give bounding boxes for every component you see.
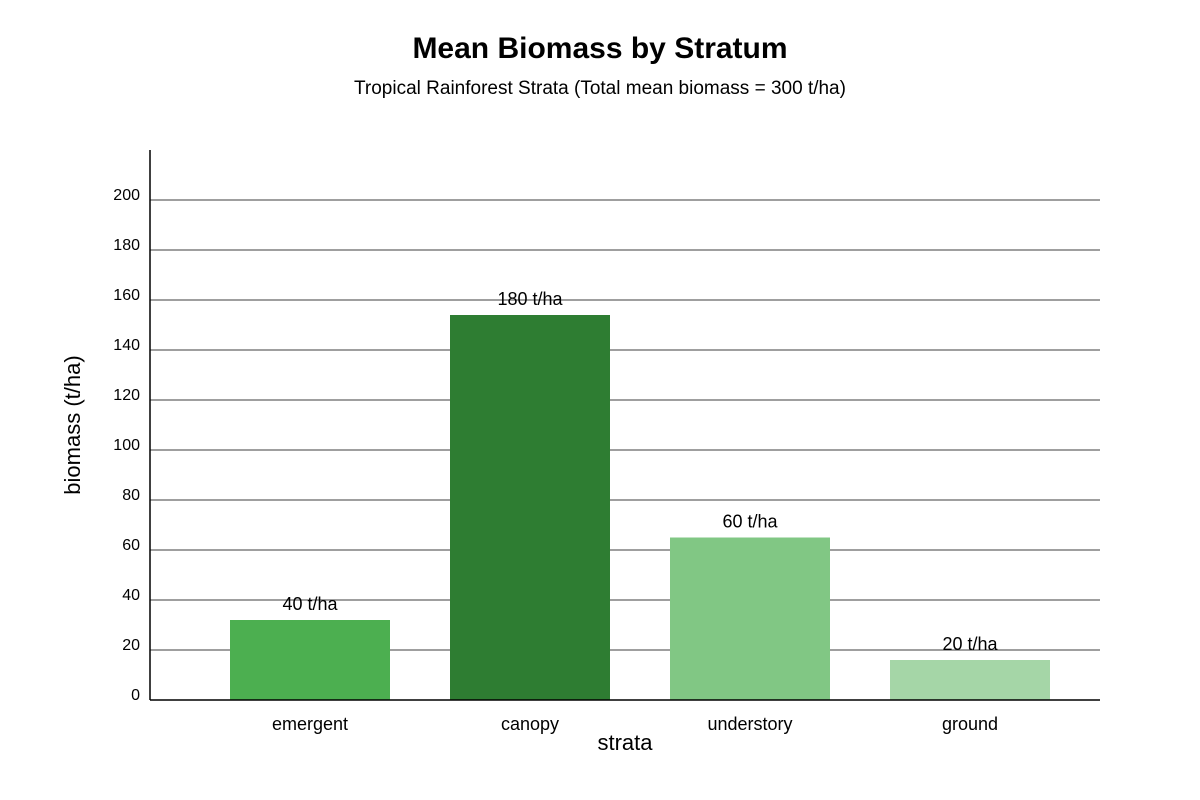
y-tick-label: 100 bbox=[113, 437, 140, 454]
bar-ground bbox=[890, 660, 1050, 700]
bar-understory bbox=[670, 537, 830, 700]
y-tick-label: 180 bbox=[113, 237, 140, 254]
chart-subtitle: Tropical Rainforest Strata (Total mean b… bbox=[354, 78, 846, 99]
y-tick-label: 120 bbox=[113, 387, 140, 404]
gridlines bbox=[150, 199, 1100, 651]
bar-value-labels: 40 t/ha 180 t/ha 60 t/ha 20 t/ha bbox=[282, 289, 998, 654]
y-tick-labels: 0 20 40 60 80 100 120 140 160 180 200 bbox=[113, 187, 140, 704]
bar-value-label: 180 t/ha bbox=[497, 289, 563, 309]
x-tick-label: ground bbox=[942, 714, 998, 734]
y-tick-label: 160 bbox=[113, 287, 140, 304]
y-tick-label: 0 bbox=[131, 687, 140, 704]
y-tick-label: 200 bbox=[113, 187, 140, 204]
bar-canopy bbox=[450, 315, 610, 700]
bars bbox=[230, 315, 1050, 700]
y-axis-label: biomass (t/ha) bbox=[60, 355, 85, 494]
y-tick-label: 20 bbox=[122, 637, 140, 654]
chart-title: Mean Biomass by Stratum bbox=[412, 32, 788, 65]
y-tick-label: 60 bbox=[122, 537, 140, 554]
bar-value-label: 60 t/ha bbox=[722, 512, 778, 532]
y-tick-label: 80 bbox=[122, 487, 140, 504]
bar-emergent bbox=[230, 620, 390, 700]
bar-value-label: 40 t/ha bbox=[282, 594, 338, 614]
y-tick-label: 140 bbox=[113, 337, 140, 354]
bar-value-label: 20 t/ha bbox=[942, 634, 998, 654]
x-tick-labels: emergent canopy understory ground bbox=[272, 714, 998, 734]
x-tick-label: emergent bbox=[272, 714, 348, 734]
x-axis-label: strata bbox=[597, 730, 653, 755]
x-tick-label: canopy bbox=[501, 714, 559, 734]
y-tick-label: 40 bbox=[122, 587, 140, 604]
x-tick-label: understory bbox=[707, 714, 792, 734]
